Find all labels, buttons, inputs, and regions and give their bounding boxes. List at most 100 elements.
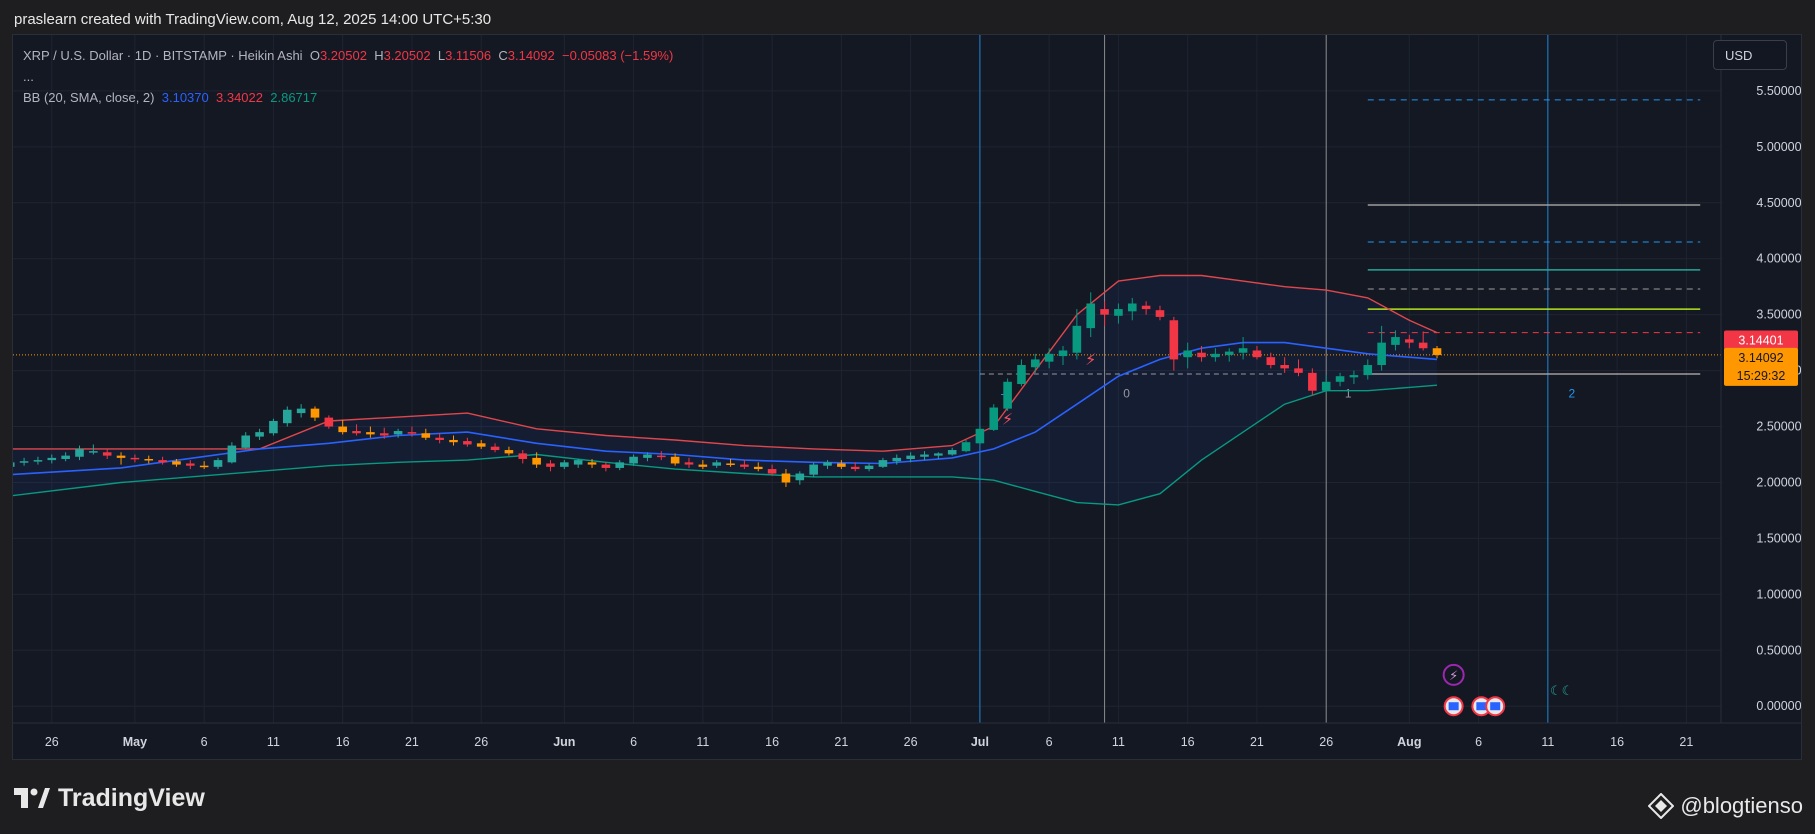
candle-body[interactable] — [1127, 303, 1137, 312]
candle-body[interactable] — [338, 426, 347, 433]
candle-body[interactable] — [158, 460, 167, 463]
candle-body[interactable] — [1211, 353, 1220, 358]
candle-body[interactable] — [850, 466, 860, 470]
candle-body[interactable] — [587, 462, 597, 465]
bollinger-lower-line[interactable] — [13, 384, 1438, 506]
candle-body[interactable] — [1197, 352, 1206, 358]
currency-button[interactable]: USD — [1713, 40, 1787, 70]
candle-body[interactable] — [199, 465, 209, 468]
candle-body[interactable] — [449, 439, 458, 443]
candle-body[interactable] — [296, 408, 306, 414]
candle-body[interactable] — [476, 443, 486, 447]
candle-body[interactable] — [1432, 348, 1442, 355]
candle-body[interactable] — [393, 431, 403, 435]
candle-body[interactable] — [1058, 350, 1068, 357]
candle-body[interactable] — [421, 433, 431, 438]
candle-body[interactable] — [1017, 365, 1026, 385]
candle-body[interactable] — [629, 456, 638, 464]
candle-body[interactable] — [352, 431, 361, 434]
candle-body[interactable] — [1044, 353, 1054, 362]
candle-body[interactable] — [823, 462, 832, 466]
candle-body[interactable] — [947, 450, 957, 455]
candle-body[interactable] — [1224, 351, 1234, 355]
candle-body[interactable] — [407, 432, 417, 434]
candle-body[interactable] — [75, 448, 84, 457]
candle-body[interactable] — [934, 453, 943, 456]
candle-body[interactable] — [573, 460, 583, 465]
candle-body[interactable] — [1280, 365, 1289, 369]
candle-body[interactable] — [227, 445, 237, 463]
lightning-event-icon[interactable] — [1442, 663, 1465, 686]
candle-body[interactable] — [379, 433, 389, 436]
candle-body[interactable] — [1169, 320, 1179, 360]
candle-body[interactable] — [1308, 372, 1317, 391]
candle-body[interactable] — [684, 462, 694, 465]
candle-body[interactable] — [546, 463, 555, 467]
candle-body[interactable] — [560, 462, 569, 467]
candle-body[interactable] — [906, 455, 915, 459]
candle-body[interactable] — [144, 458, 154, 461]
candle-body[interactable] — [892, 457, 902, 462]
candle-body[interactable] — [1335, 376, 1345, 382]
lightning-icon[interactable]: ⚡ — [1002, 411, 1013, 428]
candle-body[interactable] — [698, 464, 708, 467]
candle-body[interactable] — [920, 454, 929, 457]
bb-row[interactable]: BB (20, SMA, close, 2) 3.10370 3.34022 2… — [23, 87, 673, 108]
candle-body[interactable] — [366, 432, 375, 435]
candle-body[interactable] — [1418, 342, 1428, 349]
candle-body[interactable] — [1294, 368, 1303, 373]
candle-body[interactable] — [1405, 339, 1414, 343]
candle-body[interactable] — [712, 462, 721, 466]
candle-body[interactable] — [532, 457, 541, 465]
candle-body[interactable] — [130, 457, 140, 460]
chart-area[interactable]: -1012⚡⚡0.000000.500001.000001.500002.000… — [12, 34, 1802, 760]
candle-body[interactable] — [767, 469, 777, 474]
candle-body[interactable] — [1183, 350, 1192, 358]
symbol-title[interactable]: XRP / U.S. Dollar · 1D · BITSTAMP · Heik… — [23, 48, 303, 63]
candle-body[interactable] — [1155, 310, 1165, 317]
lightning-icon[interactable]: ⚡ — [1085, 352, 1096, 369]
legend-more[interactable]: ... — [23, 69, 34, 84]
candle-body[interactable] — [656, 455, 666, 458]
candle-body[interactable] — [116, 455, 126, 458]
candle-body[interactable] — [1321, 381, 1331, 391]
tradingview-logo[interactable]: TradingView — [14, 783, 205, 813]
candle-body[interactable] — [726, 463, 735, 465]
candle-body[interactable] — [975, 428, 985, 444]
candle-body[interactable] — [310, 408, 320, 418]
candle-body[interactable] — [213, 460, 223, 467]
candle-body[interactable] — [269, 420, 278, 434]
candle-body[interactable] — [19, 461, 29, 463]
candle-body[interactable] — [241, 435, 251, 448]
candle-body[interactable] — [504, 450, 514, 454]
candle-body[interactable] — [864, 465, 874, 470]
candle-body[interactable] — [102, 452, 112, 456]
candle-body[interactable] — [47, 457, 57, 461]
candle-body[interactable] — [1072, 325, 1082, 353]
candle-body[interactable] — [1003, 381, 1012, 409]
candle-body[interactable] — [1266, 357, 1276, 366]
candle-body[interactable] — [1252, 350, 1262, 358]
candle-body[interactable] — [1363, 365, 1373, 376]
candle-body[interactable] — [781, 473, 791, 483]
candle-body[interactable] — [809, 464, 818, 475]
candle-body[interactable] — [490, 446, 500, 451]
candle-body[interactable] — [795, 473, 805, 481]
candle-body[interactable] — [1086, 303, 1096, 329]
candle-body[interactable] — [435, 437, 444, 440]
candle-body[interactable] — [989, 407, 999, 430]
candle-body[interactable] — [282, 409, 292, 424]
candle-body[interactable] — [643, 454, 652, 458]
candle-body[interactable] — [1031, 359, 1040, 368]
candle-body[interactable] — [61, 455, 70, 459]
candle-body[interactable] — [186, 463, 195, 466]
candle-body[interactable] — [1100, 309, 1109, 315]
candle-body[interactable] — [13, 462, 15, 467]
moon-icon[interactable]: ☾☾ — [1550, 683, 1573, 698]
candle-body[interactable] — [1391, 337, 1400, 345]
candle-body[interactable] — [518, 453, 528, 459]
candle-body[interactable] — [89, 451, 98, 453]
candle-body[interactable] — [740, 464, 749, 467]
candle-body[interactable] — [878, 460, 888, 467]
bollinger-upper-line[interactable] — [13, 274, 1438, 452]
